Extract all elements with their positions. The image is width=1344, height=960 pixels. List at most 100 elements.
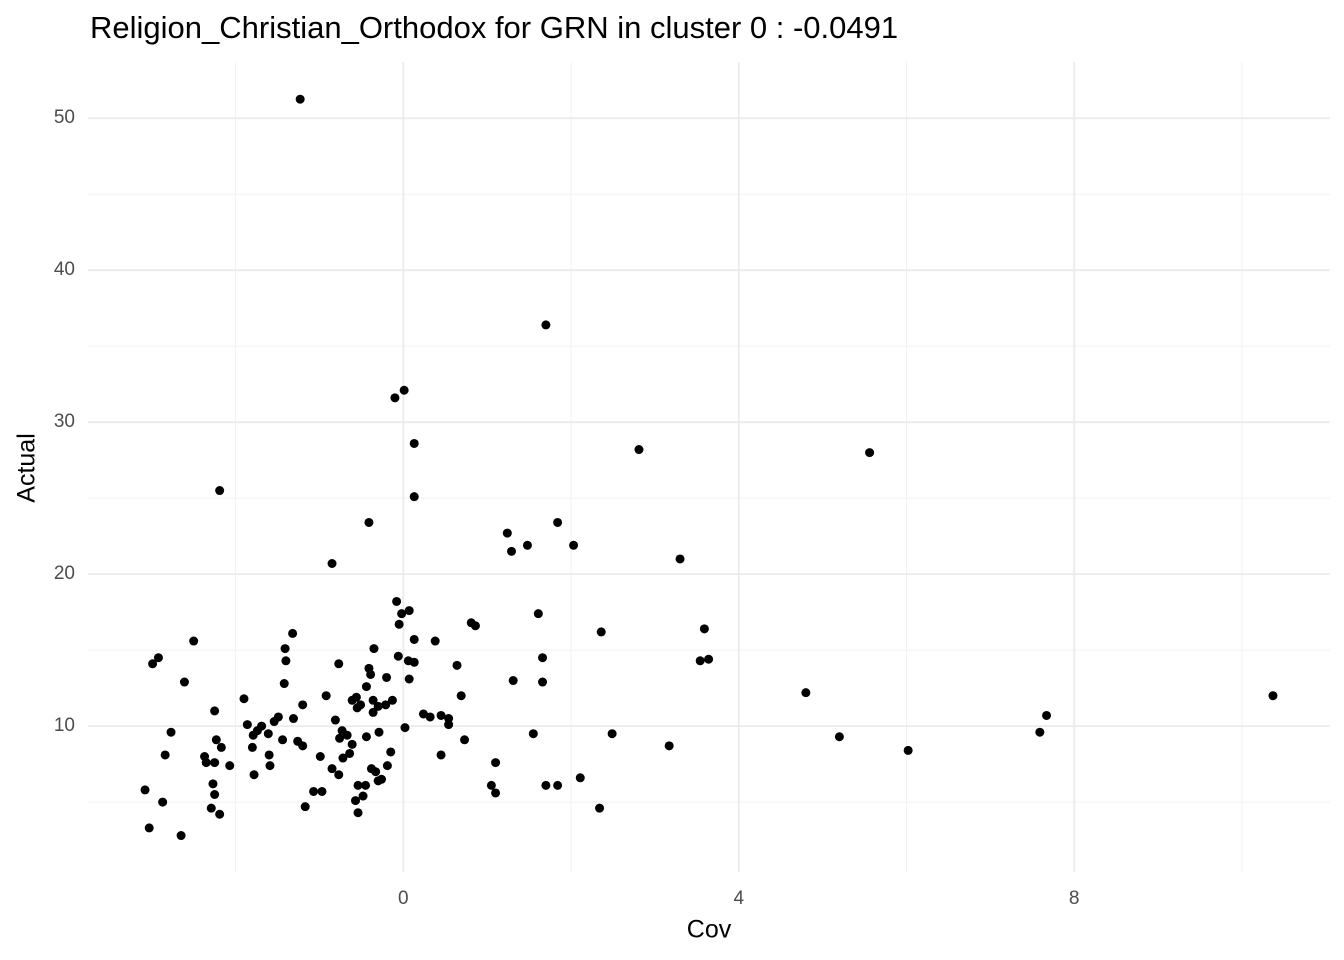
point xyxy=(404,674,414,684)
point xyxy=(533,609,543,619)
point xyxy=(834,732,844,742)
point xyxy=(242,720,252,730)
point xyxy=(541,320,551,330)
point xyxy=(528,729,538,739)
y-tick-label: 30 xyxy=(54,411,75,432)
point xyxy=(210,706,220,716)
point xyxy=(295,94,305,104)
point xyxy=(704,654,714,664)
point xyxy=(280,644,290,654)
y-axis-title: Actual xyxy=(13,433,41,502)
point xyxy=(158,797,168,807)
y-tick-label: 40 xyxy=(54,259,75,280)
point xyxy=(300,802,310,812)
point xyxy=(699,624,709,634)
point xyxy=(456,691,466,701)
point xyxy=(211,735,221,745)
point xyxy=(352,703,362,713)
point xyxy=(206,803,216,813)
point xyxy=(541,780,551,790)
point xyxy=(216,742,226,752)
point xyxy=(225,761,235,771)
point xyxy=(502,528,512,538)
point xyxy=(569,540,579,550)
point xyxy=(452,660,462,670)
point xyxy=(801,688,811,698)
point xyxy=(239,694,249,704)
point xyxy=(144,823,154,833)
x-tick-label: 0 xyxy=(398,888,409,909)
point xyxy=(444,720,454,730)
point xyxy=(315,752,325,762)
point xyxy=(404,606,414,616)
x-axis-title: Cov xyxy=(687,916,732,944)
point xyxy=(298,741,308,751)
point xyxy=(675,554,685,564)
point xyxy=(387,695,397,705)
point xyxy=(353,808,363,818)
point xyxy=(347,739,357,749)
point xyxy=(327,764,337,774)
point xyxy=(265,761,275,771)
point xyxy=(470,621,480,631)
point xyxy=(373,776,383,786)
point xyxy=(179,677,189,687)
point xyxy=(208,779,218,789)
point xyxy=(338,753,348,763)
point xyxy=(491,788,501,798)
point xyxy=(248,730,258,740)
point xyxy=(903,745,913,755)
point xyxy=(288,714,298,724)
point xyxy=(201,758,211,768)
point xyxy=(334,770,344,780)
point xyxy=(575,773,585,783)
point xyxy=(430,636,440,646)
point xyxy=(166,727,176,737)
point xyxy=(1268,691,1278,701)
point xyxy=(361,732,371,742)
point xyxy=(215,486,225,496)
x-tick-label: 4 xyxy=(733,888,744,909)
point xyxy=(400,723,410,733)
point xyxy=(215,809,225,819)
point xyxy=(409,657,419,667)
point xyxy=(418,709,428,719)
point xyxy=(392,596,402,606)
point xyxy=(361,682,371,692)
point xyxy=(374,727,384,737)
point xyxy=(351,796,361,806)
point xyxy=(247,742,257,752)
point xyxy=(695,656,705,666)
point xyxy=(366,669,376,679)
point xyxy=(353,780,363,790)
x-tick-label: 8 xyxy=(1069,888,1080,909)
point xyxy=(347,695,357,705)
point xyxy=(538,677,548,687)
point xyxy=(189,636,199,646)
point xyxy=(522,540,532,550)
point xyxy=(409,438,419,448)
point xyxy=(507,546,517,556)
point xyxy=(386,747,396,757)
point xyxy=(394,619,404,629)
point xyxy=(436,750,446,760)
point xyxy=(210,789,220,799)
point xyxy=(664,741,674,751)
point xyxy=(596,627,606,637)
point xyxy=(1035,727,1045,737)
point xyxy=(607,729,617,739)
point xyxy=(486,780,496,790)
point xyxy=(368,695,378,705)
point xyxy=(397,609,407,619)
point xyxy=(508,676,518,686)
point xyxy=(153,653,163,663)
point xyxy=(425,712,435,722)
point xyxy=(371,767,381,777)
point xyxy=(342,730,352,740)
point xyxy=(369,644,379,654)
y-tick-label: 10 xyxy=(54,715,75,736)
point xyxy=(553,780,563,790)
point xyxy=(368,707,378,717)
point xyxy=(264,750,274,760)
point xyxy=(335,733,345,743)
